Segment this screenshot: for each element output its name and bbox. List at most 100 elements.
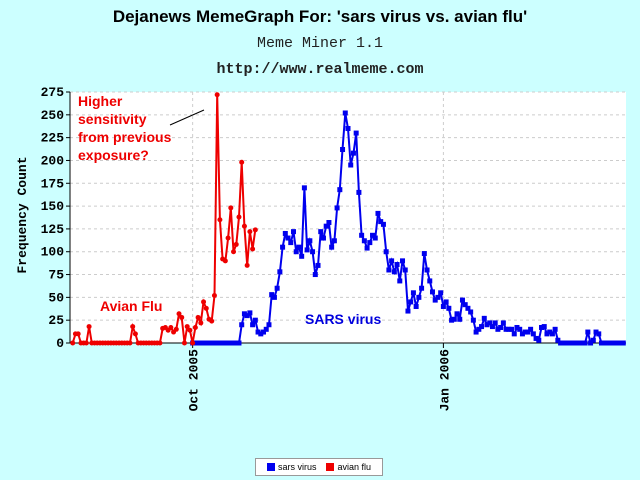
data-point-avian-flu [187, 327, 193, 333]
data-point-sars-virus [198, 340, 204, 346]
data-point-sars-virus [563, 340, 569, 346]
data-point-sars-virus [345, 126, 351, 132]
data-point-sars-virus [465, 305, 471, 311]
data-point-sars-virus [192, 340, 198, 346]
legend-label-avian: avian flu [337, 462, 372, 472]
data-point-sars-virus [244, 313, 250, 319]
data-point-sars-virus [604, 340, 610, 346]
y-tick-label: 275 [41, 85, 65, 100]
legend-label-sars: sars virus [277, 462, 317, 472]
y-tick-label: 250 [41, 108, 65, 123]
data-point-sars-virus [274, 285, 280, 291]
data-point-sars-virus [552, 326, 558, 332]
data-point-sars-virus [410, 290, 416, 296]
data-point-avian-flu [250, 246, 256, 252]
data-point-sars-virus [547, 329, 553, 335]
data-point-sars-virus [440, 303, 446, 309]
data-point-sars-virus [312, 272, 318, 278]
data-point-sars-virus [356, 189, 362, 195]
data-point-sars-virus [457, 316, 463, 322]
data-point-sars-virus [574, 340, 580, 346]
data-point-avian-flu [190, 340, 196, 346]
data-point-avian-flu [231, 249, 237, 255]
data-point-avian-flu [195, 314, 201, 320]
data-point-avian-flu [198, 320, 204, 326]
data-point-avian-flu [233, 241, 239, 247]
data-point-sars-virus [239, 322, 245, 328]
data-point-avian-flu [181, 340, 187, 346]
data-point-sars-virus [359, 232, 365, 238]
data-point-sars-virus [577, 340, 583, 346]
avian-flu-label: Avian Flu [100, 298, 163, 314]
sars-virus-label: SARS virus [305, 311, 381, 327]
data-point-avian-flu [130, 324, 136, 330]
data-point-sars-virus [340, 147, 346, 153]
data-point-sars-virus [593, 329, 599, 335]
data-point-sars-virus [397, 278, 403, 284]
annotation-line-4: exposure? [78, 147, 149, 163]
y-tick-label: 200 [41, 153, 65, 168]
data-point-sars-virus [462, 302, 468, 308]
data-point-sars-virus [280, 244, 286, 250]
data-point-sars-virus [560, 340, 566, 346]
data-point-avian-flu [192, 324, 198, 330]
data-point-avian-flu [127, 340, 133, 346]
data-point-sars-virus [293, 249, 299, 255]
data-point-sars-virus [525, 329, 531, 335]
data-point-sars-virus [315, 262, 321, 268]
axes [69, 92, 626, 344]
data-point-avian-flu [222, 258, 228, 264]
data-point-sars-virus [566, 340, 572, 346]
y-tick-label: 150 [41, 199, 65, 214]
data-point-sars-virus [290, 229, 296, 235]
y-tick-label: 25 [48, 313, 64, 328]
data-point-sars-virus [449, 317, 455, 323]
annotation-line-2: sensitivity [78, 111, 147, 127]
data-point-sars-virus [318, 229, 324, 235]
data-point-sars-virus [370, 232, 376, 238]
data-point-sars-virus [241, 311, 247, 317]
data-point-sars-virus [255, 329, 261, 335]
data-point-avian-flu [86, 324, 92, 330]
data-point-sars-virus [487, 320, 493, 326]
data-point-sars-virus [285, 235, 291, 241]
data-point-sars-virus [337, 187, 343, 193]
data-point-sars-virus [380, 221, 386, 227]
annotation-line-1: Higher [78, 93, 123, 109]
data-point-avian-flu [184, 324, 190, 330]
data-point-sars-virus [454, 311, 460, 317]
data-point-sars-virus [416, 294, 422, 300]
annotation-arrow [169, 109, 205, 126]
data-point-sars-virus [528, 326, 534, 332]
data-point-sars-virus [618, 340, 624, 346]
data-point-sars-virus [271, 294, 277, 300]
data-point-sars-virus [364, 245, 370, 251]
data-point-sars-virus [424, 267, 430, 273]
data-point-sars-virus [378, 219, 384, 225]
data-point-avian-flu [157, 340, 163, 346]
data-point-avian-flu [132, 331, 138, 337]
data-point-sars-virus [206, 340, 212, 346]
data-point-sars-virus [514, 324, 520, 330]
data-point-sars-virus [247, 310, 253, 316]
data-point-sars-virus [233, 340, 239, 346]
y-tick-label: 50 [48, 290, 64, 305]
data-point-sars-virus [389, 258, 395, 264]
data-point-avian-flu [252, 227, 258, 233]
legend-swatch-sars [266, 463, 275, 471]
data-point-sars-virus [620, 340, 626, 346]
data-point-sars-virus [421, 251, 427, 257]
y-tick-label: 0 [56, 336, 64, 351]
data-point-sars-virus [438, 290, 444, 296]
data-point-sars-virus [536, 337, 542, 343]
data-point-avian-flu [236, 214, 242, 220]
data-point-sars-virus [549, 331, 555, 337]
data-point-avian-flu [228, 205, 234, 211]
data-point-sars-virus [217, 340, 223, 346]
data-point-avian-flu [217, 217, 223, 223]
data-point-sars-virus [479, 324, 485, 330]
data-point-avian-flu [241, 223, 247, 229]
data-point-avian-flu [244, 262, 250, 268]
y-tick-label: 125 [41, 222, 65, 237]
